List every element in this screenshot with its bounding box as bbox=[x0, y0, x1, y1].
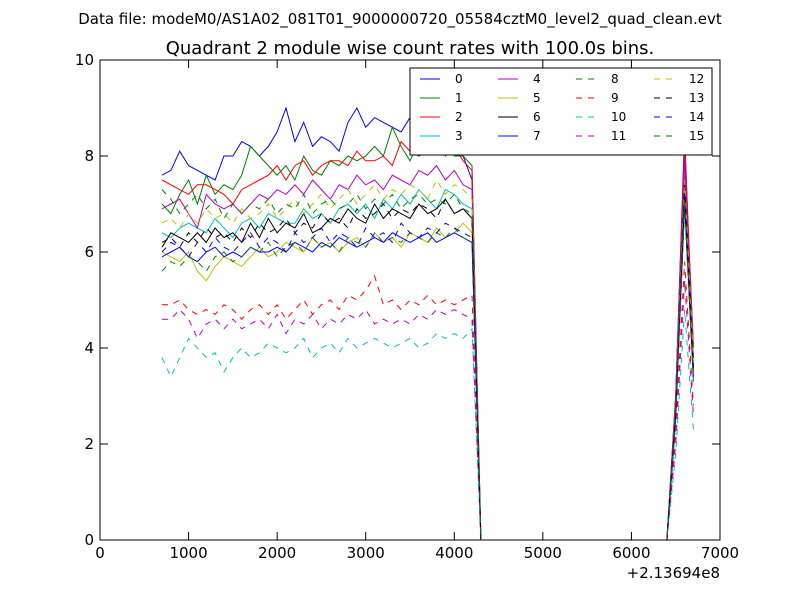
x-tick-label: 3000 bbox=[347, 544, 385, 562]
series-line-12 bbox=[161, 178, 694, 540]
x-tick-label: 5000 bbox=[524, 544, 562, 562]
legend-label-7: 7 bbox=[533, 129, 541, 143]
x-tick-label: 1000 bbox=[169, 544, 207, 562]
legend-label-0: 0 bbox=[455, 72, 463, 86]
figure-suptitle: Data file: modeM0/AS1A02_081T01_90000007… bbox=[78, 10, 722, 29]
legend-label-4: 4 bbox=[533, 72, 541, 86]
series-line-8 bbox=[161, 208, 694, 540]
series-line-13 bbox=[161, 194, 694, 540]
series-line-9 bbox=[162, 261, 694, 540]
y-tick-label: 8 bbox=[84, 147, 94, 165]
x-tick-label: 7000 bbox=[701, 544, 739, 562]
legend-label-6: 6 bbox=[533, 110, 541, 124]
y-tick-label: 2 bbox=[84, 435, 94, 453]
legend-label-14: 14 bbox=[689, 110, 704, 124]
x-tick-label: 4000 bbox=[435, 544, 473, 562]
series-line-15 bbox=[161, 189, 694, 540]
legend-label-2: 2 bbox=[455, 110, 463, 124]
series-line-7 bbox=[161, 203, 694, 540]
legend-label-9: 9 bbox=[611, 91, 619, 105]
legend-label-13: 13 bbox=[689, 91, 704, 105]
legend-label-10: 10 bbox=[611, 110, 626, 124]
y-tick-label: 4 bbox=[84, 339, 94, 357]
chart-title: Quadrant 2 module wise count rates with … bbox=[166, 38, 655, 59]
series-line-10 bbox=[161, 309, 694, 540]
series-line-4 bbox=[161, 160, 694, 540]
series-layer bbox=[161, 106, 694, 540]
legend-label-8: 8 bbox=[611, 72, 619, 86]
x-tick-label: 6000 bbox=[612, 544, 650, 562]
x-tick-label: 0 bbox=[95, 544, 105, 562]
x-tick-label: 2000 bbox=[258, 544, 296, 562]
legend-label-5: 5 bbox=[533, 91, 541, 105]
series-line-3 bbox=[161, 175, 694, 540]
legend-label-12: 12 bbox=[689, 72, 704, 86]
legend-label-15: 15 bbox=[689, 129, 704, 143]
y-tick-label: 0 bbox=[84, 531, 94, 549]
legend-label-1: 1 bbox=[455, 91, 463, 105]
y-tick-label: 10 bbox=[75, 51, 94, 69]
plot-area-frame bbox=[99, 59, 721, 541]
legend-label-11: 11 bbox=[611, 129, 626, 143]
series-line-14 bbox=[161, 194, 694, 540]
series-line-1 bbox=[161, 125, 694, 540]
x-offset-label: +2.13694e8 bbox=[627, 564, 720, 582]
y-tick-label: 6 bbox=[84, 243, 94, 261]
legend-frame bbox=[409, 67, 713, 156]
legend-label-3: 3 bbox=[455, 129, 463, 143]
